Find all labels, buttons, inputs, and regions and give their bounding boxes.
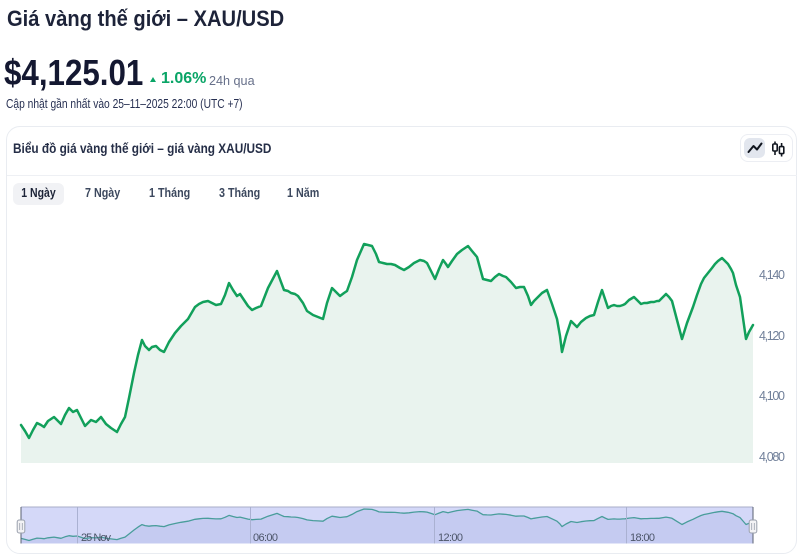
svg-text:4,120: 4,120 [759,329,785,343]
svg-text:4,100: 4,100 [759,389,785,403]
svg-text:06:00: 06:00 [253,532,278,544]
svg-text:18:00: 18:00 [630,532,655,544]
svg-text:12:00: 12:00 [438,532,463,544]
svg-text:25 Nov: 25 Nov [81,532,112,544]
svg-text:4,140: 4,140 [759,268,785,282]
svg-text:4,080: 4,080 [759,450,785,464]
